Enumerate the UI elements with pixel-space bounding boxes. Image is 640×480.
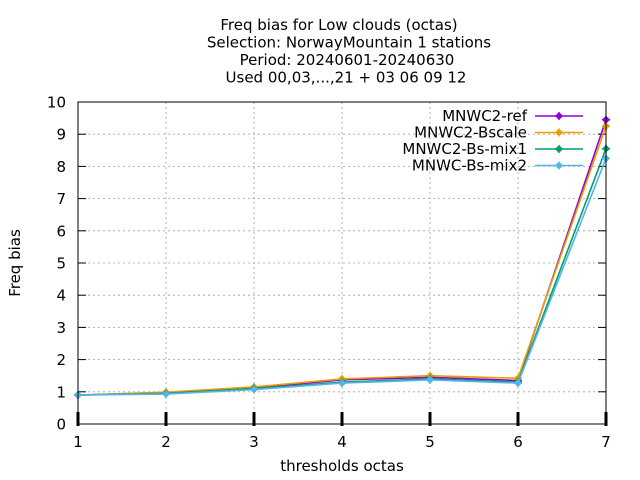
legend-marker: [555, 128, 563, 137]
title-line: Period: 20240601-20240630: [240, 51, 455, 69]
y-tick-label: 9: [56, 126, 66, 144]
data-point: [514, 379, 522, 388]
title-line: Used 00,03,...,21 + 03 06 09 12: [226, 69, 467, 87]
legend-label: MNWC2-Bscale: [414, 124, 527, 142]
legend-marker: [555, 112, 563, 120]
x-tick-label: 4: [337, 433, 347, 451]
x-tick-label: 3: [249, 433, 259, 451]
y-tick-label: 4: [56, 287, 66, 305]
title-line: Freq bias for Low clouds (octas): [220, 16, 457, 34]
y-tick-label: 2: [56, 351, 66, 369]
y-tick-label: 1: [56, 383, 66, 401]
x-tick-label: 2: [161, 433, 171, 451]
y-tick-label: 8: [56, 158, 66, 176]
x-tick-label: 7: [601, 433, 611, 451]
y-tick-label: 6: [56, 222, 66, 240]
x-tick-label: 1: [73, 433, 83, 451]
legend-label: MNWC-Bs-mix2: [412, 157, 527, 175]
series-lines: [74, 115, 610, 400]
y-tick-label: 10: [47, 94, 66, 112]
x-axis-label: thresholds octas: [280, 457, 404, 475]
plot-frame: [77, 101, 607, 425]
grid: [78, 102, 606, 424]
data-point: [338, 379, 346, 388]
y-tick-label: 7: [56, 190, 66, 208]
y-tick-label: 3: [56, 319, 66, 337]
series-MNWC-Bs-mix2: [74, 154, 610, 400]
data-point: [426, 375, 434, 384]
x-tick-label: 6: [513, 433, 523, 451]
data-point: [250, 385, 258, 394]
title-line: Selection: NorwayMountain 1 stations: [207, 34, 491, 52]
legend-marker: [555, 161, 563, 170]
legend-label: MNWC2-ref: [442, 107, 527, 125]
legend: MNWC2-refMNWC2-BscaleMNWC2-Bs-mix1MNWC-B…: [402, 107, 583, 175]
legend-label: MNWC2-Bs-mix1: [402, 140, 527, 158]
y-axis-label: Freq bias: [6, 229, 24, 297]
chart-title: Freq bias for Low clouds (octas)Selectio…: [207, 16, 491, 87]
x-tick-label: 5: [425, 433, 435, 451]
y-tick-label: 0: [56, 416, 66, 434]
y-tick-label: 5: [56, 255, 66, 273]
legend-marker: [555, 145, 563, 153]
data-point: [162, 390, 170, 399]
